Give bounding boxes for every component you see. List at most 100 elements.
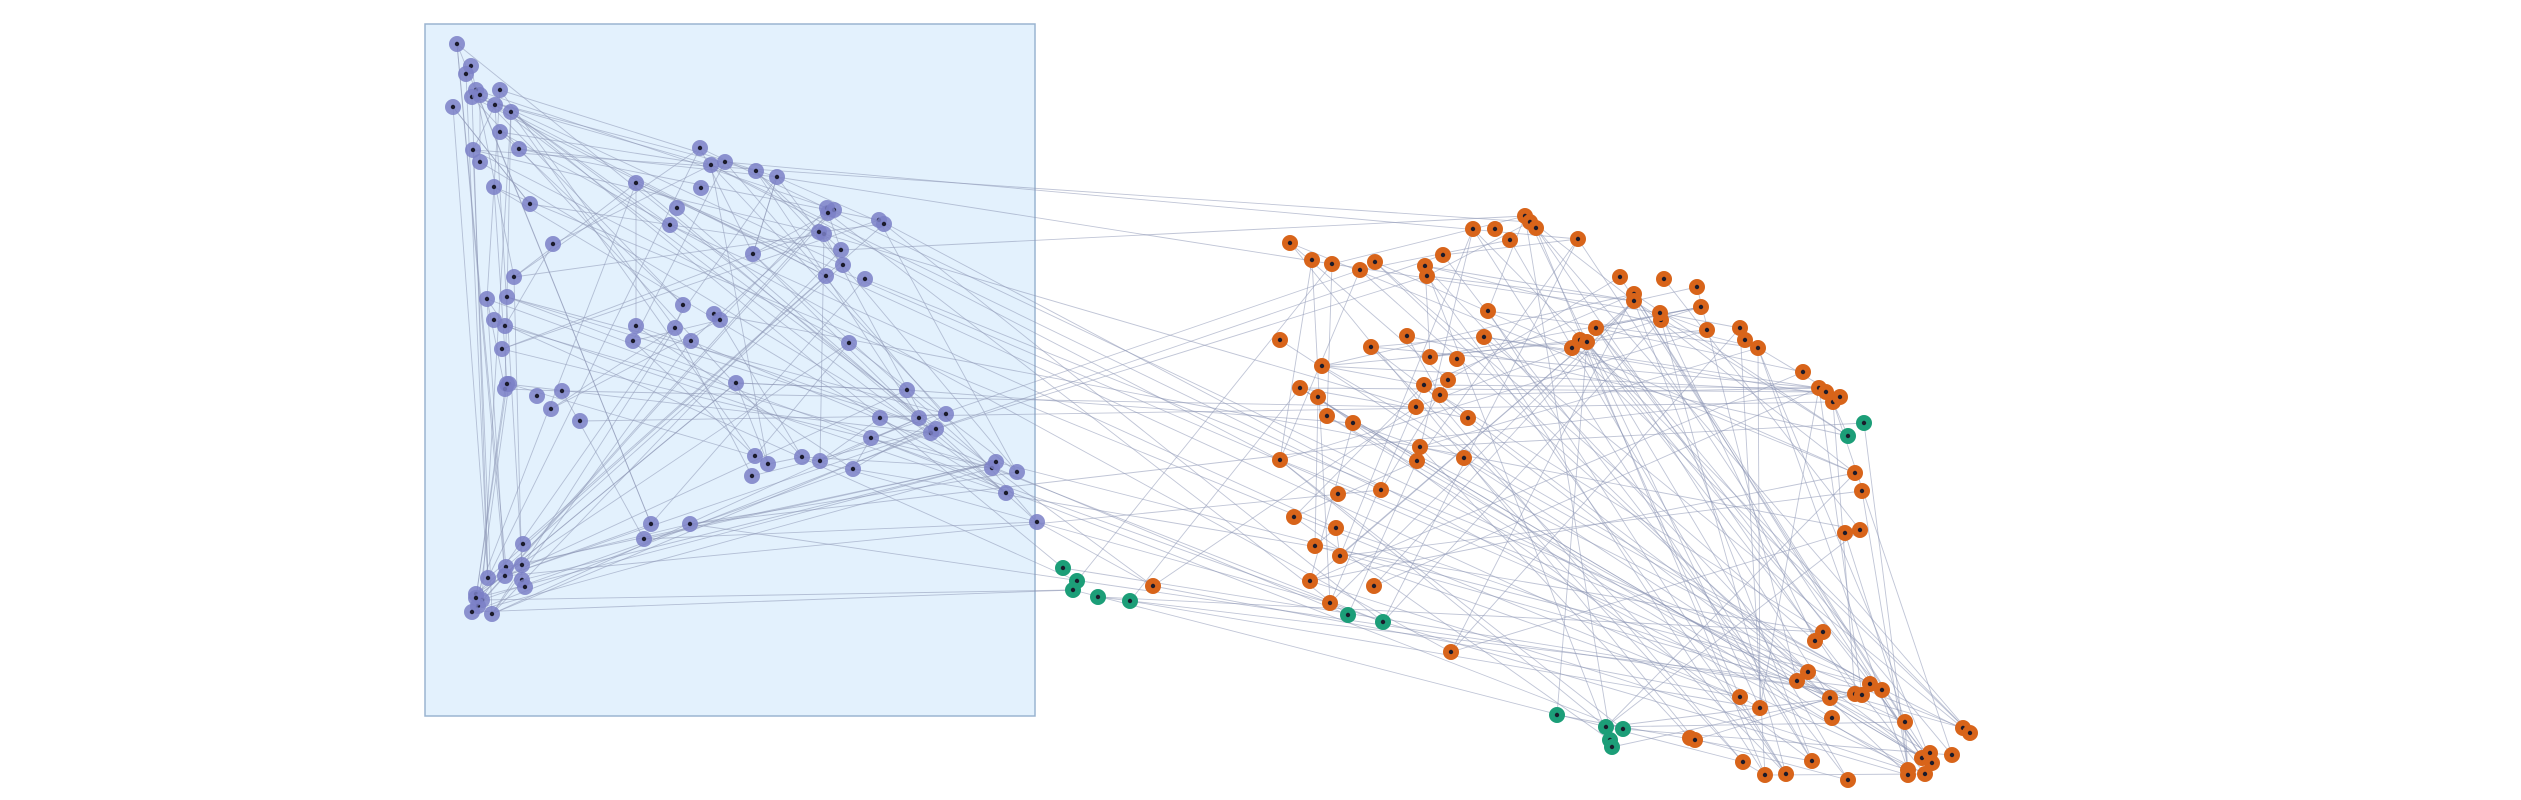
graph-node-purple[interactable] [554,383,570,399]
graph-node-purple[interactable] [845,461,861,477]
graph-node-orange[interactable] [1328,520,1344,536]
graph-node-purple[interactable] [728,375,744,391]
graph-node-orange[interactable] [1800,664,1816,680]
graph-node-orange[interactable] [1352,262,1368,278]
graph-node-purple[interactable] [662,217,678,233]
graph-node-green[interactable] [1856,415,1872,431]
graph-node-purple[interactable] [682,516,698,532]
graph-node-purple[interactable] [625,333,641,349]
graph-node-orange[interactable] [1579,334,1595,350]
graph-node-purple[interactable] [492,124,508,140]
graph-node-purple[interactable] [445,99,461,115]
graph-node-purple[interactable] [543,401,559,417]
graph-node-orange[interactable] [1460,410,1476,426]
graph-node-purple[interactable] [458,66,474,82]
graph-node-purple[interactable] [499,376,515,392]
graph-node-purple[interactable] [480,570,496,586]
graph-node-green[interactable] [1375,614,1391,630]
graph-node-orange[interactable] [1322,595,1338,611]
graph-node-green[interactable] [1122,593,1138,609]
graph-node-orange[interactable] [1656,271,1672,287]
graph-node-orange[interactable] [1487,221,1503,237]
graph-node-orange[interactable] [1319,408,1335,424]
graph-node-purple[interactable] [529,388,545,404]
graph-node-orange[interactable] [1852,522,1868,538]
graph-node-green[interactable] [1615,721,1631,737]
graph-node-orange[interactable] [1302,573,1318,589]
graph-node-purple[interactable] [628,318,644,334]
graph-node-orange[interactable] [1837,525,1853,541]
graph-node-green[interactable] [1604,739,1620,755]
graph-node-green[interactable] [1090,589,1106,605]
graph-node-purple[interactable] [515,536,531,552]
graph-node-purple[interactable] [938,406,954,422]
graph-node-purple[interactable] [683,333,699,349]
graph-node-purple[interactable] [744,468,760,484]
graph-node-orange[interactable] [1822,690,1838,706]
graph-node-purple[interactable] [748,163,764,179]
graph-node-orange[interactable] [1409,453,1425,469]
graph-node-orange[interactable] [1900,767,1916,783]
graph-node-purple[interactable] [693,180,709,196]
graph-node-orange[interactable] [1735,754,1751,770]
graph-node-orange[interactable] [1687,732,1703,748]
graph-node-purple[interactable] [988,454,1004,470]
graph-node-orange[interactable] [1862,676,1878,692]
graph-node-purple[interactable] [667,320,683,336]
graph-node-purple[interactable] [545,236,561,252]
graph-node-orange[interactable] [1314,358,1330,374]
graph-node-purple[interactable] [1009,464,1025,480]
graph-node-orange[interactable] [1443,644,1459,660]
graph-node-purple[interactable] [675,297,691,313]
graph-node-orange[interactable] [1399,328,1415,344]
graph-node-orange[interactable] [1854,687,1870,703]
graph-node-orange[interactable] [1292,380,1308,396]
graph-node-orange[interactable] [1737,332,1753,348]
graph-node-orange[interactable] [1564,340,1580,356]
graph-node-purple[interactable] [703,157,719,173]
graph-node-purple[interactable] [820,205,836,221]
graph-node-orange[interactable] [1570,231,1586,247]
graph-node-purple[interactable] [522,196,538,212]
graph-node-orange[interactable] [1502,232,1518,248]
graph-node-purple[interactable] [841,335,857,351]
graph-node-orange[interactable] [1272,332,1288,348]
graph-node-orange[interactable] [1847,465,1863,481]
graph-node-purple[interactable] [643,516,659,532]
graph-node-orange[interactable] [1367,254,1383,270]
graph-node-orange[interactable] [1435,247,1451,263]
graph-node-orange[interactable] [1757,767,1773,783]
graph-node-purple[interactable] [998,485,1014,501]
graph-node-orange[interactable] [1750,340,1766,356]
graph-node-orange[interactable] [1732,689,1748,705]
graph-node-purple[interactable] [464,604,480,620]
graph-node-orange[interactable] [1307,538,1323,554]
graph-node-orange[interactable] [1419,268,1435,284]
graph-node-purple[interactable] [818,268,834,284]
graph-node-purple[interactable] [506,269,522,285]
selection-rectangle[interactable] [424,23,1036,717]
graph-node-purple[interactable] [484,606,500,622]
graph-node-purple[interactable] [636,531,652,547]
graph-node-orange[interactable] [1480,303,1496,319]
graph-node-purple[interactable] [928,421,944,437]
graph-node-purple[interactable] [511,141,527,157]
graph-node-green[interactable] [1340,607,1356,623]
graph-node-purple[interactable] [899,382,915,398]
graph-node-orange[interactable] [1345,415,1361,431]
graph-node-orange[interactable] [1310,389,1326,405]
graph-node-orange[interactable] [1476,329,1492,345]
graph-node-orange[interactable] [1962,725,1978,741]
graph-node-purple[interactable] [717,154,733,170]
graph-node-orange[interactable] [1832,389,1848,405]
graph-node-orange[interactable] [1332,548,1348,564]
graph-node-purple[interactable] [669,200,685,216]
graph-node-purple[interactable] [472,154,488,170]
graph-node-orange[interactable] [1689,279,1705,295]
graph-node-purple[interactable] [628,175,644,191]
graph-node-orange[interactable] [1807,633,1823,649]
graph-node-purple[interactable] [769,169,785,185]
graph-node-orange[interactable] [1897,714,1913,730]
